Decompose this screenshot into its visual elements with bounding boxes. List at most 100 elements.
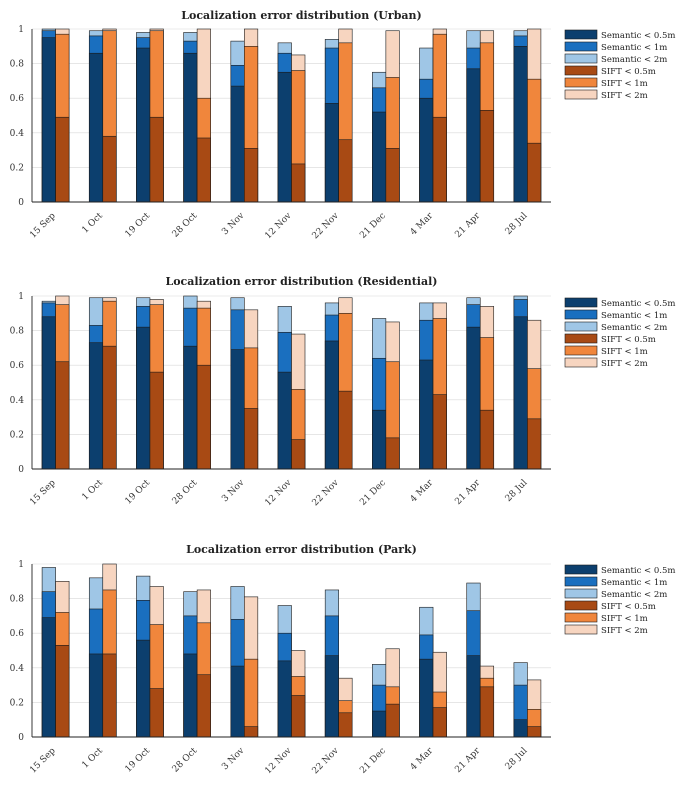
legend-swatch [564,77,598,88]
bar-sift-05m [432,394,447,470]
bar-sift-05m [149,688,164,738]
bar-semantic-05m [324,655,339,738]
bar-semantic-05m [372,111,387,203]
bar-sift-05m [244,726,259,738]
x-tick-label: 19 Oct [124,211,153,240]
bar-sift-05m [479,686,495,738]
bar-semantic-05m [136,47,151,203]
x-tick-label: 21 Dec [358,478,388,508]
legend: Semantic < 0.5m Semantic < 1m Semantic < 2… [564,297,675,369]
bar-sift-05m [102,135,117,203]
bar-semantic-05m [183,345,198,470]
bar-sift-05m [102,345,117,470]
legend-label: Semantic < 2m [601,55,667,65]
legend-swatch [564,65,598,76]
bar-semantic-05m [466,326,481,470]
bar-sift-1m [244,658,259,738]
bar-sift-05m [385,437,400,470]
y-tick-label: 0.6 [10,361,25,371]
y-tick-label: 0.4 [10,664,25,674]
bar-sift-05m [432,707,447,738]
legend: Semantic < 0.5m Semantic < 1m Semantic < 2… [564,564,675,636]
bar-sift-05m [55,645,70,738]
chart-title: Localization error distribution (Urban) [181,9,421,22]
legend-swatch [564,624,598,635]
legend-label: Semantic < 1m [601,311,667,321]
bar-semantic-05m [230,349,245,470]
x-tick-label: 12 Nov [263,210,294,241]
legend-label: SIFT < 0.5m [601,335,656,345]
x-tick-label: 28 Oct [171,211,200,240]
legend-label: SIFT < 2m [601,626,648,636]
legend-swatch [564,357,598,368]
bar-semantic-05m [88,342,104,470]
legend: Semantic < 0.5m Semantic < 1m Semantic < 2… [564,29,675,101]
legend-swatch [564,576,598,587]
bar-sift-05m [527,726,542,738]
bar-sift-05m [385,148,400,203]
legend-label: Semantic < 0.5m [601,31,675,41]
y-tick-label: 0.4 [10,129,25,139]
legend-swatch [564,588,598,599]
x-tick-label: 21 Dec [358,211,388,241]
bar-sift-05m [55,116,70,203]
bar-sift-05m [244,148,259,203]
y-tick-label: 0.2 [10,698,24,708]
legend-swatch [564,297,598,308]
bar-semantic-05m [372,710,387,738]
bar-semantic-05m [183,52,198,203]
bar-sift-05m [102,653,117,738]
bar-semantic-05m [183,653,198,738]
legend-label: Semantic < 1m [601,578,667,588]
x-tick-label: 15 Sep [28,746,58,776]
legend-label: SIFT < 0.5m [601,67,656,77]
bar-semantic-05m [324,340,339,470]
y-tick-label: 1 [18,25,24,35]
x-tick-label: 21 Apr [453,211,482,240]
bar-sift-05m [291,439,306,470]
y-tick-label: 0.8 [10,60,25,70]
bar-sift-05m [385,703,400,738]
y-tick-label: 0 [18,198,24,208]
bar-semantic-05m [466,655,481,738]
x-tick-label: 28 Oct [171,478,200,507]
bar-semantic-05m [513,316,528,470]
bar-sift-05m [479,110,495,203]
bar-semantic-05m [324,103,339,203]
legend-label: SIFT < 2m [601,91,648,101]
x-tick-label: 22 Nov [311,210,342,241]
bar-semantic-05m [88,653,104,738]
bar-semantic-05m [372,409,387,470]
legend-label: SIFT < 0.5m [601,602,656,612]
x-tick-label: 4 Mar [409,211,436,238]
legend-swatch [564,333,598,344]
bar-sift-05m [196,364,211,470]
x-tick-label: 19 Oct [124,478,153,507]
legend-swatch [564,321,598,332]
bar-semantic-05m [419,97,434,203]
y-tick-label: 0 [18,465,24,475]
y-tick-label: 1 [18,560,24,570]
chart-title: Localization error distribution (Park) [186,543,417,556]
legend-swatch [564,612,598,623]
bar-sift-05m [196,674,211,738]
x-tick-label: 19 Oct [124,746,153,775]
x-tick-label: 21 Dec [358,746,388,776]
bar-sift-05m [527,418,542,470]
legend-swatch [564,53,598,64]
bar-semantic-05m [136,639,151,738]
bar-sift-05m [338,139,353,203]
x-tick-label: 3 Nov [220,745,247,772]
x-tick-label: 22 Nov [311,745,342,776]
legend-label: Semantic < 2m [601,590,667,600]
y-tick-label: 0.6 [10,629,25,639]
legend-swatch [564,29,598,40]
bar-sift-05m [432,116,447,203]
y-tick-label: 0.2 [10,163,24,173]
x-tick-label: 22 Nov [311,477,342,508]
x-tick-label: 21 Apr [453,478,482,507]
x-tick-label: 12 Nov [263,477,294,508]
x-tick-label: 28 Jul [504,478,530,504]
bar-semantic-05m [136,326,151,470]
